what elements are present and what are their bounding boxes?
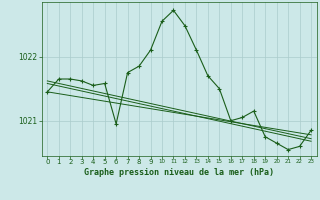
X-axis label: Graphe pression niveau de la mer (hPa): Graphe pression niveau de la mer (hPa) bbox=[84, 168, 274, 177]
